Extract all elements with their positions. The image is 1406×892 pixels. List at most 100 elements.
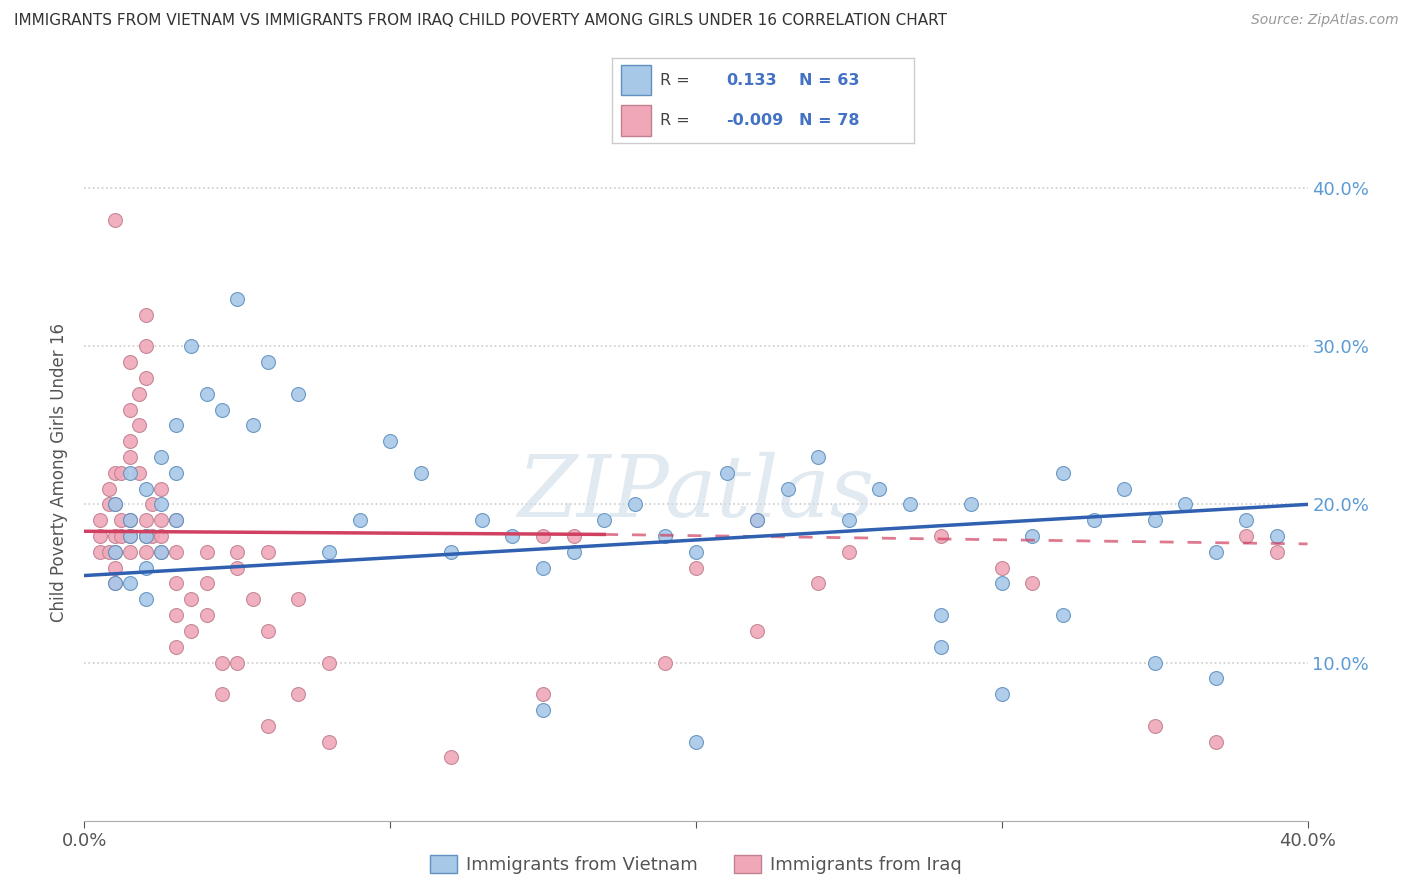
Point <box>502 529 524 543</box>
Point <box>120 513 142 527</box>
Point <box>226 545 249 559</box>
Point <box>1265 545 1288 559</box>
Point <box>110 466 132 480</box>
Text: Source: ZipAtlas.com: Source: ZipAtlas.com <box>1251 13 1399 28</box>
Point <box>257 545 280 559</box>
Point <box>149 545 172 559</box>
Point <box>149 450 172 464</box>
Point <box>776 482 799 496</box>
Point <box>929 608 952 623</box>
Point <box>440 750 463 764</box>
Point <box>257 719 280 733</box>
Point <box>89 529 111 543</box>
Point <box>685 734 707 748</box>
Point <box>1205 545 1227 559</box>
Point <box>120 529 142 543</box>
Point <box>135 339 157 353</box>
Point <box>135 529 157 543</box>
Point <box>531 703 554 717</box>
Point <box>531 529 554 543</box>
Point <box>120 513 142 527</box>
Point <box>1114 482 1136 496</box>
Point <box>89 513 111 527</box>
Point <box>141 529 163 543</box>
Point <box>654 529 676 543</box>
Point <box>562 545 585 559</box>
Text: -0.009: -0.009 <box>727 113 783 128</box>
Point <box>1236 529 1258 543</box>
Point <box>593 513 616 527</box>
Point <box>89 545 111 559</box>
Point <box>747 624 769 638</box>
Point <box>991 687 1014 701</box>
Point <box>1143 656 1166 670</box>
Text: R =: R = <box>659 72 690 87</box>
Point <box>226 560 249 574</box>
Point <box>149 529 172 543</box>
Point <box>165 576 187 591</box>
Point <box>991 560 1014 574</box>
Point <box>104 497 127 511</box>
Point <box>165 466 187 480</box>
Point <box>165 608 187 623</box>
Point <box>226 656 249 670</box>
Point <box>1143 719 1166 733</box>
Point <box>287 687 309 701</box>
Point <box>104 497 127 511</box>
Point <box>180 339 202 353</box>
Text: ZIPatlas: ZIPatlas <box>517 452 875 535</box>
Point <box>195 576 218 591</box>
Point <box>104 545 127 559</box>
Point <box>141 497 163 511</box>
Point <box>104 560 127 574</box>
Point <box>180 624 202 638</box>
Point <box>97 497 120 511</box>
Point <box>440 545 463 559</box>
Point <box>128 418 150 433</box>
Point <box>97 545 120 559</box>
Point <box>960 497 983 511</box>
Point <box>226 292 249 306</box>
Point <box>120 434 142 449</box>
Point <box>135 482 157 496</box>
Point <box>211 402 233 417</box>
Point <box>97 482 120 496</box>
Point <box>869 482 891 496</box>
Point <box>165 418 187 433</box>
Point <box>1021 529 1043 543</box>
Point <box>562 529 585 543</box>
Point <box>318 734 340 748</box>
Point <box>135 308 157 322</box>
Point <box>685 545 707 559</box>
Point <box>807 450 830 464</box>
Point <box>135 592 157 607</box>
Point <box>807 576 830 591</box>
Point <box>1021 576 1043 591</box>
Text: N = 78: N = 78 <box>799 113 859 128</box>
Point <box>135 513 157 527</box>
Point <box>120 355 142 369</box>
Point <box>409 466 432 480</box>
Point <box>110 513 132 527</box>
Point <box>135 371 157 385</box>
Point <box>104 545 127 559</box>
Point <box>318 656 340 670</box>
Text: N = 63: N = 63 <box>799 72 859 87</box>
Point <box>211 656 233 670</box>
Point <box>531 687 554 701</box>
Point <box>898 497 921 511</box>
Point <box>654 656 676 670</box>
Point <box>120 529 142 543</box>
Point <box>1236 513 1258 527</box>
Point <box>120 545 142 559</box>
Point <box>104 466 127 480</box>
Point <box>128 386 150 401</box>
FancyBboxPatch shape <box>620 65 651 95</box>
Point <box>1205 671 1227 685</box>
Point <box>471 513 494 527</box>
Point <box>120 402 142 417</box>
Point <box>110 529 132 543</box>
Point <box>991 576 1014 591</box>
Y-axis label: Child Poverty Among Girls Under 16: Child Poverty Among Girls Under 16 <box>51 323 69 623</box>
Point <box>195 608 218 623</box>
